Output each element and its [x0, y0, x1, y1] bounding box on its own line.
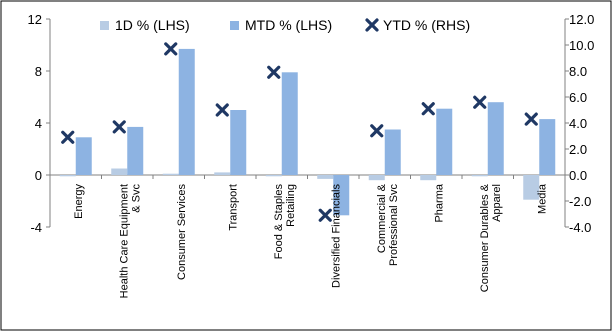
bar-1d: [214, 172, 231, 175]
bar-mtd: [281, 72, 298, 175]
ytd-marker: [370, 124, 384, 138]
legend-label: 1D % (LHS): [115, 17, 190, 33]
bar-mtd: [539, 119, 556, 175]
marker-stroke: [365, 18, 379, 32]
marker-stroke: [421, 102, 435, 116]
ytd-marker: [318, 208, 332, 222]
category-label: Media: [536, 183, 548, 214]
left-tick-label: -4: [30, 220, 42, 235]
category-label: Consumer Durables &Apparel: [479, 183, 503, 292]
bar-1d: [471, 175, 488, 177]
marker-stroke: [473, 95, 487, 109]
marker-stroke: [164, 42, 178, 56]
category-label-line: Transport: [227, 184, 239, 231]
category-label-line: Commercial &: [376, 183, 388, 253]
category-label: Commercial &Professional Svc: [376, 183, 400, 266]
ytd-marker: [267, 65, 281, 79]
category-label-line: Consumer Durables &: [479, 183, 491, 292]
marker-stroke: [61, 130, 75, 144]
ytd-marker: [61, 130, 75, 144]
ytd-marker: [421, 102, 435, 116]
left-tick-label: 8: [35, 64, 42, 79]
category-label-line: & Svc: [130, 184, 142, 213]
category-label: Consumer Services: [176, 184, 188, 280]
left-tick-label: 0: [35, 168, 42, 183]
category-label-line: Pharma: [433, 183, 445, 222]
right-tick-label: -2.0: [569, 194, 591, 209]
ytd-marker: [164, 42, 178, 56]
legend-label: YTD % (RHS): [383, 17, 470, 33]
category-label: Energy: [73, 184, 85, 219]
right-tick-label: 6.0: [569, 90, 587, 105]
bar-mtd: [75, 137, 92, 175]
ytd-marker: [473, 95, 487, 109]
legend-swatch-mtd: [230, 21, 239, 30]
legend-label: MTD % (LHS): [245, 17, 332, 33]
marker-stroke: [215, 103, 229, 117]
bar-1d: [162, 173, 179, 175]
bar-mtd: [487, 102, 504, 175]
bar-mtd: [230, 110, 247, 175]
bar-mtd: [127, 126, 144, 175]
left-tick-label: 12: [28, 12, 42, 27]
category-label-line: Professional Svc: [388, 184, 400, 266]
bar-mtd: [384, 129, 401, 175]
bar-mtd: [178, 48, 195, 175]
right-tick-label: 0.0: [569, 168, 587, 183]
bar-1d: [523, 175, 540, 200]
ytd-marker: [112, 120, 126, 134]
left-tick-label: 4: [35, 116, 42, 131]
category-label: Health Care Equipment& Svc: [118, 184, 142, 299]
category-label-line: Energy: [73, 184, 85, 219]
bar-1d: [265, 175, 282, 177]
right-tick-label: 2.0: [569, 142, 587, 157]
category-label-line: Consumer Services: [176, 184, 188, 280]
right-tick-label: -4.0: [569, 220, 591, 235]
ytd-marker: [524, 112, 538, 126]
marker-stroke: [524, 112, 538, 126]
category-label: Pharma: [433, 183, 445, 222]
marker-stroke: [370, 124, 384, 138]
marker-stroke: [267, 65, 281, 79]
right-tick-label: 10.0: [569, 38, 594, 53]
bar-1d: [59, 175, 76, 177]
category-label-line: Food & Staples: [273, 184, 285, 260]
bar-mtd: [333, 175, 350, 216]
marker-stroke: [318, 208, 332, 222]
legend-swatch-1d: [100, 21, 109, 30]
bar-mtd: [436, 108, 453, 175]
category-label: Food & StaplesRetailing: [273, 184, 297, 260]
category-label: Diversified Financials: [330, 184, 342, 288]
legend-swatch-ytd: [365, 18, 379, 32]
right-tick-label: 8.0: [569, 64, 587, 79]
category-label-line: Media: [536, 183, 548, 214]
bar-1d: [368, 175, 385, 181]
category-label-line: Apparel: [491, 184, 503, 222]
category-label-line: Retailing: [285, 184, 297, 227]
bar-1d: [420, 175, 437, 181]
marker-stroke: [112, 120, 126, 134]
ytd-marker: [215, 103, 229, 117]
bar-1d: [111, 168, 128, 175]
right-tick-label: 12.0: [569, 12, 594, 27]
category-label-line: Health Care Equipment: [118, 184, 130, 298]
category-label-line: Diversified Financials: [330, 184, 342, 288]
right-tick-label: 4.0: [569, 116, 587, 131]
bar-1d: [317, 175, 334, 179]
category-label: Transport: [227, 184, 239, 231]
